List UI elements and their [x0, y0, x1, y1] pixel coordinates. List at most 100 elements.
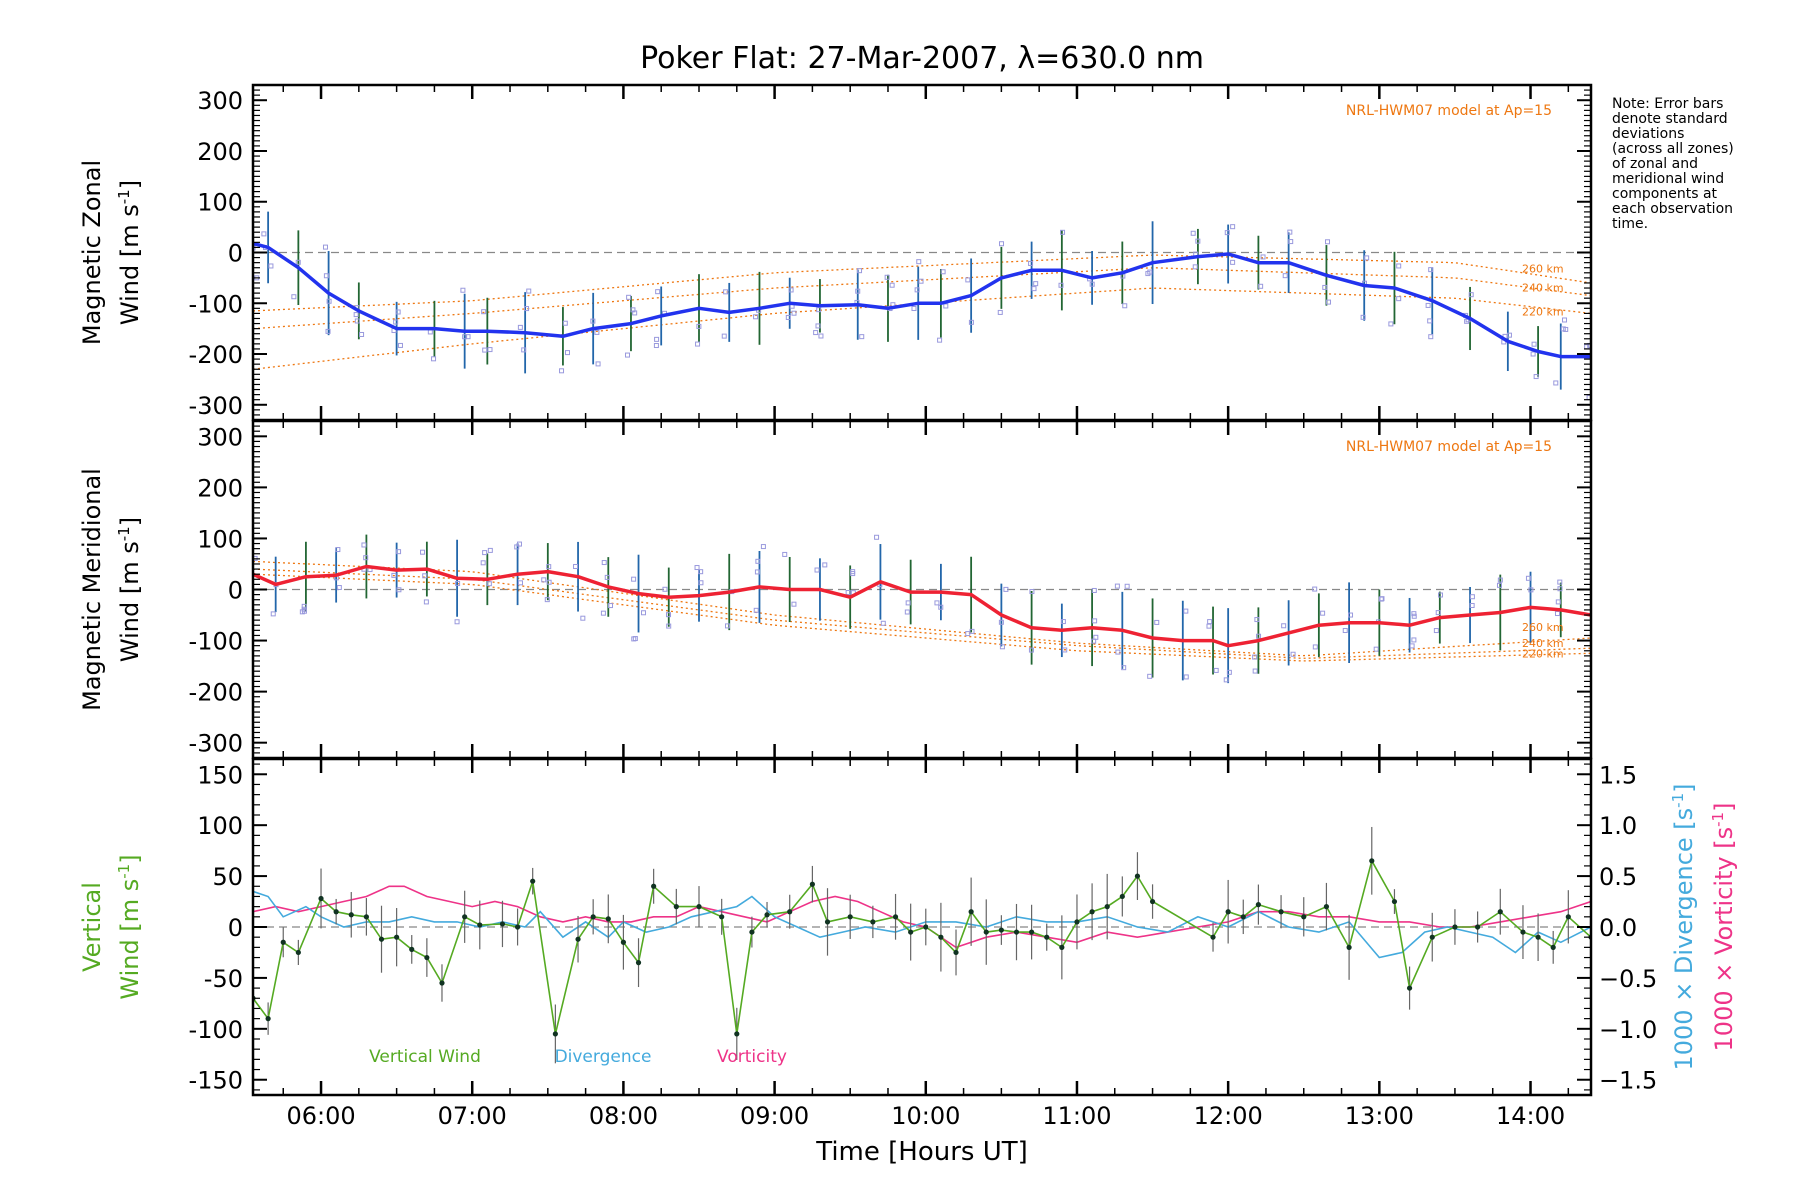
vertical-wind-point	[908, 929, 914, 935]
vertical-wind-point	[651, 883, 657, 889]
meridional-sample-marker	[905, 600, 911, 606]
vertical-wind-point	[983, 929, 989, 935]
note-line: time.	[1612, 216, 1648, 232]
meridional-sample-marker	[1091, 587, 1097, 593]
vertical-y2-tick-label: −1.0	[1599, 1016, 1657, 1044]
zonal-sample-marker	[1326, 299, 1332, 305]
vertical-wind-point	[620, 939, 627, 945]
vertical-wind-point	[333, 909, 339, 915]
meridional-sample-marker	[631, 636, 637, 642]
zonal-sample-marker	[818, 333, 824, 339]
meridional-sample-marker	[1252, 654, 1258, 660]
vertical-wind-point	[1323, 904, 1330, 910]
meridional-sample-marker	[938, 604, 944, 610]
meridional-sample-marker	[1092, 618, 1098, 624]
zonal-sample-marker	[1396, 296, 1402, 302]
meridional-sample-marker	[270, 611, 276, 617]
vertical-wind-point	[1255, 902, 1261, 908]
vertical-wind-point	[363, 914, 369, 920]
meridional-sample-marker	[814, 567, 820, 573]
meridional-sample-marker	[1223, 677, 1229, 683]
vertical-wind-point	[378, 936, 385, 942]
vertical-y2-tick-label: −0.5	[1599, 965, 1657, 993]
zonal-sample-marker	[653, 343, 659, 349]
vertical-wind-point	[1278, 909, 1284, 915]
meridional-sample-marker	[969, 628, 975, 634]
meridional-sample-marker	[1438, 592, 1444, 598]
meridional-sample-marker	[760, 544, 766, 550]
meridional-sample-marker	[1409, 643, 1415, 649]
vertical-wind-point	[409, 946, 415, 953]
x-tick-label: 10:00	[891, 1102, 960, 1130]
vertical-wind-point	[1149, 898, 1156, 905]
zonal-sample-marker	[268, 263, 274, 269]
meridional-sample-marker	[1469, 602, 1475, 608]
zonal-sample-marker	[1058, 282, 1064, 288]
zonal-sample-marker	[626, 294, 632, 300]
vertical-wind-point	[348, 912, 354, 918]
zonal-sample-marker	[1364, 255, 1370, 261]
vertical-wind-point	[1520, 929, 1526, 935]
meridional-wind-line	[253, 564, 1591, 648]
vertical-wind-point	[1565, 914, 1571, 920]
vertical-wind-point	[824, 919, 831, 925]
meridional-sample-marker	[1290, 651, 1296, 657]
meridional-sample-marker	[822, 562, 828, 568]
zonal-sample-marker	[393, 319, 399, 325]
vertical-wind-point	[953, 949, 959, 956]
meridional-sample-marker	[1028, 647, 1034, 653]
meridional-sample-marker	[1256, 633, 1262, 639]
meridional-ylabel-sup: -1	[115, 526, 133, 541]
meridional-sample-marker	[1312, 586, 1318, 592]
zonal-sample-marker	[940, 269, 946, 275]
zonal-sample-marker	[325, 328, 331, 334]
divergence-line	[253, 890, 1591, 959]
vertical-y2-tick-label: 0.5	[1599, 863, 1637, 891]
meridional-sample-marker	[755, 558, 761, 564]
vertical-wind-point	[764, 912, 770, 918]
vertical-wind-point	[998, 927, 1004, 933]
meridional-model-alt-label: 240 km	[1522, 637, 1564, 650]
meridional-model-curve-220km	[253, 573, 1591, 662]
divergence-axis-label-text: 1000 × Divergence [s	[1670, 808, 1698, 1071]
meridional-sample-marker	[1528, 587, 1534, 593]
zonal-sample-marker	[1325, 239, 1331, 245]
meridional-sample-marker	[580, 615, 586, 621]
meridional-sample-marker	[544, 597, 550, 603]
vertical-y-tick-label: -100	[189, 1016, 243, 1044]
zonal-sample-marker	[354, 318, 360, 324]
meridional-sample-marker	[754, 569, 760, 575]
x-tick-label: 14:00	[1496, 1102, 1565, 1130]
meridional-sample-marker	[1554, 611, 1560, 617]
vertical-wind-point	[530, 878, 536, 884]
note-line: each observation	[1612, 201, 1733, 217]
meridional-sample-marker	[1183, 674, 1189, 680]
zonal-sample-marker	[353, 312, 359, 318]
meridional-sample-marker	[880, 620, 886, 626]
meridional-model-curve-260km	[253, 560, 1591, 657]
zonal-wind-line	[253, 241, 1591, 359]
vertical-wind-point	[1104, 904, 1110, 910]
meridional-sample-marker	[396, 587, 402, 593]
zonal-sample-marker	[911, 306, 917, 312]
vertical-wind-point	[892, 914, 899, 920]
zonal-ylabel-line1: Magnetic Zonal	[78, 160, 106, 345]
legend-item-vorticity: Vorticity	[717, 1047, 787, 1067]
meridional-sample-marker	[1154, 619, 1160, 625]
meridional-sample-marker	[1029, 589, 1035, 595]
zonal-sample-marker	[816, 307, 822, 313]
zonal-model-alt-label: 260 km	[1522, 263, 1564, 276]
meridional-sample-marker	[601, 560, 607, 566]
zonal-sample-marker	[1468, 292, 1474, 298]
vertical-wind-point	[1119, 893, 1125, 900]
vertical-wind-point	[424, 954, 430, 961]
meridional-sample-marker	[1213, 667, 1219, 673]
zonal-model-curve-260km	[253, 254, 1591, 312]
zonal-sample-marker	[937, 337, 943, 343]
meridional-sample-marker	[1183, 608, 1189, 614]
meridional-sample-marker	[1147, 673, 1153, 679]
meridional-sample-marker	[1411, 613, 1417, 619]
vertical-wind-point	[870, 919, 876, 925]
vertical-wind-point	[1059, 944, 1065, 950]
meridional-sample-marker	[698, 580, 704, 586]
